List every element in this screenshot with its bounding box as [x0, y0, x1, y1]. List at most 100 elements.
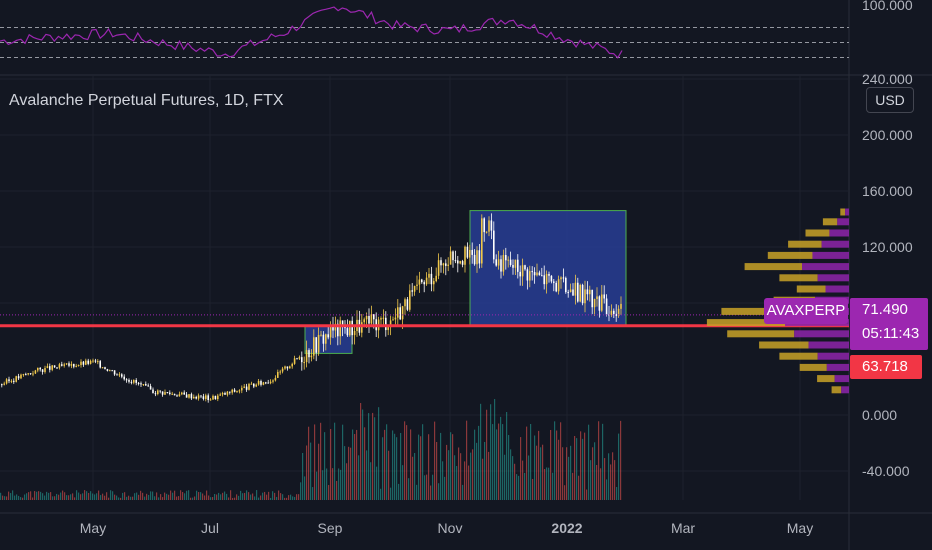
candle-body — [373, 314, 375, 320]
volume-bar — [246, 490, 248, 500]
time-tick-label: Mar — [671, 520, 695, 536]
volume-bar — [256, 490, 258, 500]
candle-body — [169, 392, 171, 395]
volume-bar — [570, 445, 572, 500]
volume-bar — [240, 490, 242, 500]
candle-body — [493, 230, 495, 260]
candle-body — [231, 389, 233, 393]
time-tick-label: Jul — [201, 520, 219, 536]
volume-bar — [278, 490, 280, 500]
volume-bar — [566, 447, 568, 500]
price-tick-label: 200.000 — [862, 127, 913, 143]
volume-bar — [456, 466, 458, 500]
volume-bar — [498, 423, 500, 500]
candle-body — [425, 277, 428, 285]
bar-countdown: 05:11:43 — [862, 325, 920, 342]
candle-body — [459, 261, 461, 264]
volume-bar — [178, 496, 180, 500]
volume-bar — [182, 492, 184, 500]
volume-bar — [466, 420, 468, 500]
volume-bar — [420, 436, 422, 500]
volume-bar — [618, 433, 620, 500]
candle-body — [106, 369, 109, 371]
volume-bar — [248, 492, 250, 500]
candle-body — [58, 364, 61, 368]
candle-body — [349, 320, 351, 336]
volume-bar — [322, 470, 324, 500]
volume-bar — [334, 422, 336, 500]
volume-bar — [346, 463, 348, 500]
volume-bar — [180, 490, 182, 500]
candle-body — [255, 384, 257, 387]
volume-bar — [592, 447, 594, 500]
volume-bar — [148, 494, 150, 500]
volume-bar — [32, 497, 34, 500]
volume-profile-bar-up — [796, 285, 826, 293]
candle-body — [159, 390, 161, 392]
volume-bar — [154, 496, 156, 500]
currency-button[interactable]: USD — [866, 87, 914, 113]
volume-bar — [534, 435, 536, 500]
candle-body — [601, 294, 603, 311]
volume-bar — [192, 497, 194, 500]
volume-bar — [218, 492, 220, 500]
candle-body — [291, 363, 293, 367]
volume-bar — [520, 437, 522, 500]
candle-body — [591, 289, 593, 308]
volume-bar — [124, 492, 126, 500]
candle-body — [490, 220, 493, 231]
volume-bar — [142, 492, 144, 500]
volume-bar — [34, 491, 36, 500]
candle-body — [466, 246, 469, 258]
volume-profile-bar-down — [821, 240, 849, 248]
candle-body — [15, 376, 17, 382]
volume-bar — [114, 494, 116, 500]
candle-body — [20, 374, 22, 379]
candle-body — [157, 390, 159, 395]
candle-body — [447, 264, 449, 266]
volume-bar — [302, 452, 304, 500]
candle-body — [565, 277, 567, 293]
volume-bar — [404, 421, 406, 500]
volume-bar — [254, 496, 256, 500]
candle-body — [250, 383, 253, 385]
volume-profile-bar-down — [845, 208, 849, 216]
volume-profile-bar-up — [721, 307, 792, 315]
candle-body — [77, 365, 80, 367]
candle-body — [286, 366, 289, 369]
volume-bar — [562, 447, 564, 500]
volume-bar — [130, 496, 132, 500]
candle-body — [317, 334, 320, 353]
volume-bar — [556, 430, 558, 500]
candle-body — [353, 330, 356, 336]
volume-bar — [8, 491, 10, 500]
time-tick-label: Nov — [438, 520, 463, 536]
candle-body — [310, 355, 313, 358]
volume-bar — [90, 491, 92, 500]
volume-bar — [82, 493, 84, 500]
volume-bar — [214, 493, 216, 500]
volume-bar — [516, 474, 518, 500]
price-tick-label: 0.000 — [862, 407, 897, 423]
volume-bar — [232, 497, 234, 500]
candle-body — [123, 376, 125, 380]
candle-body — [332, 325, 334, 331]
volume-bar — [576, 438, 578, 500]
volume-bar — [454, 455, 456, 500]
candle-body — [298, 357, 301, 359]
candle-body — [437, 260, 440, 276]
highlight-box-1 — [469, 210, 627, 326]
volume-bar — [206, 490, 208, 500]
volume-profile-bar-up — [744, 263, 803, 271]
candle-body — [87, 360, 89, 364]
volume-bar — [484, 441, 486, 500]
candle-body — [181, 392, 183, 395]
volume-bar — [522, 460, 524, 500]
volume-bar — [320, 422, 322, 500]
candle-body — [3, 383, 5, 385]
candle-body — [382, 317, 385, 319]
volume-bar — [304, 476, 306, 500]
candle-body — [289, 366, 291, 369]
volume-bar — [386, 424, 388, 500]
